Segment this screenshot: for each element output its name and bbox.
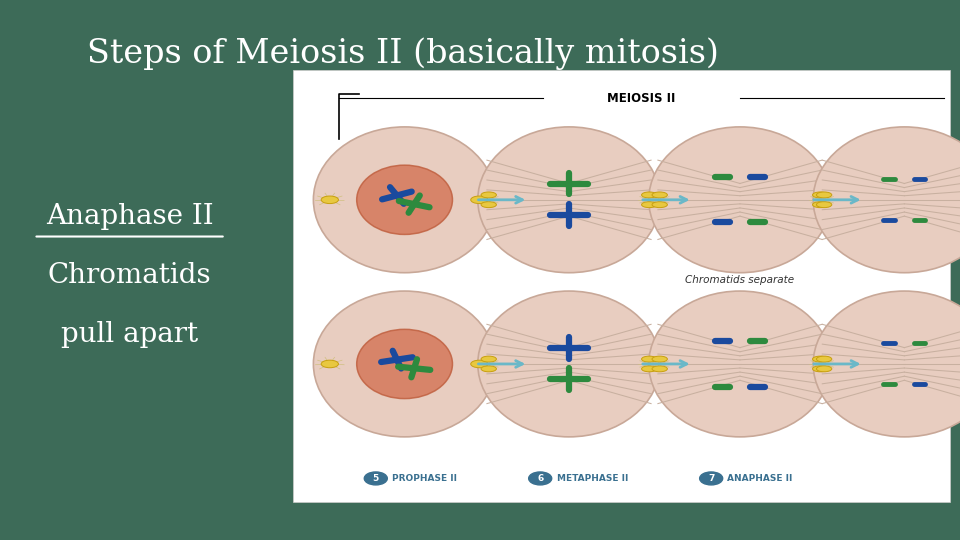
- Ellipse shape: [816, 202, 831, 208]
- Ellipse shape: [813, 127, 960, 273]
- Ellipse shape: [481, 192, 496, 198]
- Ellipse shape: [649, 291, 831, 437]
- Ellipse shape: [322, 196, 339, 204]
- Circle shape: [700, 472, 723, 485]
- Text: METAPHASE II: METAPHASE II: [557, 474, 628, 483]
- Text: ANAPHASE II: ANAPHASE II: [728, 474, 793, 483]
- Text: 7: 7: [708, 474, 714, 483]
- Text: 6: 6: [537, 474, 543, 483]
- Ellipse shape: [481, 356, 496, 362]
- Ellipse shape: [816, 356, 831, 362]
- Ellipse shape: [313, 291, 495, 437]
- Ellipse shape: [813, 291, 960, 437]
- Ellipse shape: [652, 366, 667, 372]
- Ellipse shape: [812, 356, 828, 362]
- Ellipse shape: [641, 202, 657, 208]
- Ellipse shape: [470, 196, 488, 204]
- Text: Anaphase II: Anaphase II: [46, 202, 213, 230]
- Ellipse shape: [812, 202, 828, 208]
- Ellipse shape: [481, 366, 496, 372]
- Ellipse shape: [478, 127, 660, 273]
- Ellipse shape: [652, 192, 667, 198]
- FancyBboxPatch shape: [293, 70, 950, 502]
- Text: pull apart: pull apart: [61, 321, 198, 348]
- Ellipse shape: [641, 366, 657, 372]
- Text: MEIOSIS II: MEIOSIS II: [607, 92, 676, 105]
- Ellipse shape: [470, 360, 488, 368]
- Text: Chromatids separate: Chromatids separate: [685, 275, 795, 285]
- Text: PROPHASE II: PROPHASE II: [392, 474, 457, 483]
- Ellipse shape: [816, 366, 831, 372]
- Ellipse shape: [641, 192, 657, 198]
- Ellipse shape: [641, 356, 657, 362]
- Text: 5: 5: [372, 474, 379, 483]
- Ellipse shape: [652, 356, 667, 362]
- Ellipse shape: [649, 127, 831, 273]
- Ellipse shape: [812, 192, 828, 198]
- Ellipse shape: [478, 291, 660, 437]
- Ellipse shape: [357, 165, 452, 234]
- Ellipse shape: [652, 202, 667, 208]
- Ellipse shape: [322, 360, 339, 368]
- Text: Steps of Meiosis II (basically mitosis): Steps of Meiosis II (basically mitosis): [87, 38, 719, 70]
- Ellipse shape: [481, 202, 496, 208]
- Text: Chromatids: Chromatids: [48, 262, 211, 289]
- Ellipse shape: [816, 192, 831, 198]
- Circle shape: [364, 472, 387, 485]
- Ellipse shape: [357, 329, 452, 399]
- Ellipse shape: [812, 366, 828, 372]
- Circle shape: [529, 472, 552, 485]
- Ellipse shape: [313, 127, 495, 273]
